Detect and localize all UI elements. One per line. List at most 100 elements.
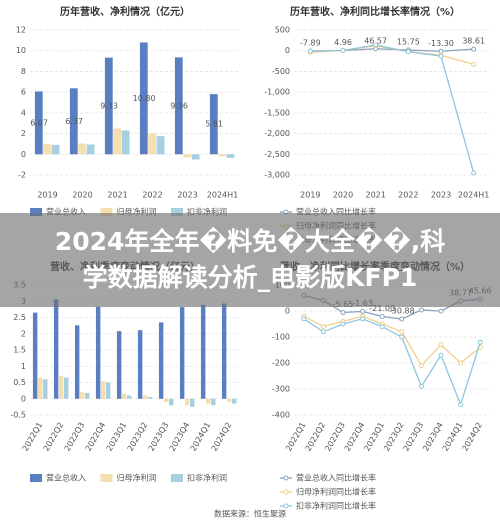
- point: [360, 308, 366, 314]
- data-label: 9.36: [170, 101, 188, 110]
- x-tick-label: 2021: [365, 191, 385, 200]
- y-tick-label: 10: [16, 46, 26, 55]
- data-label: 5.81: [205, 120, 223, 129]
- x-tick-label: 2024H1: [207, 191, 238, 200]
- bar: [218, 154, 227, 157]
- y-tick-label: 0: [21, 150, 26, 159]
- y-tick-label: -3,000: [264, 171, 290, 180]
- bar: [51, 144, 60, 155]
- y-tick-label: 1.5: [13, 346, 26, 355]
- bar: [86, 144, 95, 155]
- data-label: 6.37: [65, 117, 83, 126]
- bar: [53, 299, 59, 399]
- y-tick-label: -100: [272, 333, 290, 342]
- legend-label: 归母净利润同比增长率: [296, 487, 376, 497]
- legend-label: 营业总收入: [46, 473, 86, 483]
- bar: [232, 398, 237, 404]
- bar: [226, 398, 232, 402]
- bar: [137, 330, 143, 399]
- x-tick-label: 2019: [300, 191, 320, 200]
- banner-line: 学数据解读分析_电影版KFP1: [82, 263, 418, 292]
- data-label: -7.89: [300, 39, 321, 48]
- legend-label: 扣非净利润: [187, 473, 227, 483]
- bar: [74, 325, 80, 399]
- point: [320, 324, 326, 330]
- bar: [211, 398, 216, 406]
- legend-label: 营业总收入同比增长率: [296, 207, 376, 217]
- point: [379, 324, 385, 330]
- legend-swatch: [100, 474, 113, 482]
- bar: [191, 154, 200, 160]
- legend-swatch: [171, 474, 183, 482]
- data-label: 9.33: [100, 101, 118, 110]
- legend-swatch: [283, 489, 289, 495]
- bar: [183, 154, 192, 158]
- bar: [226, 154, 235, 158]
- bar: [142, 395, 148, 399]
- legend-swatch: [30, 208, 42, 216]
- x-tick-label: 2022: [398, 191, 418, 200]
- bar: [184, 398, 190, 406]
- bar: [43, 143, 52, 155]
- bar: [200, 304, 206, 399]
- banner-line: 2024年全年�料免�大全��,科: [54, 227, 446, 256]
- bar: [221, 303, 227, 399]
- point: [360, 316, 366, 322]
- y-tick-label: -2,500: [264, 150, 290, 159]
- point: [438, 53, 444, 59]
- point: [418, 363, 424, 369]
- point: [301, 316, 307, 322]
- data-label: -13.30: [428, 39, 454, 48]
- bar: [127, 395, 132, 399]
- point: [471, 61, 477, 67]
- point: [438, 352, 444, 358]
- bar: [121, 130, 130, 155]
- point: [418, 307, 424, 313]
- data-label: 15.75: [397, 38, 420, 47]
- bar: [34, 91, 43, 155]
- legend-label: 营业总收入同比增长率: [296, 473, 376, 483]
- bar: [121, 393, 127, 399]
- legend-swatch: [100, 208, 113, 216]
- point: [418, 383, 424, 389]
- bar: [156, 136, 165, 155]
- x-tick-label: 2019: [37, 191, 57, 200]
- bar: [95, 306, 101, 399]
- point: [373, 42, 379, 48]
- x-tick-label: 2021: [107, 191, 127, 200]
- bar: [169, 398, 174, 406]
- data-label: 10.80: [133, 94, 156, 103]
- legend-label: 扣非净利润: [187, 207, 227, 217]
- y-tick-label: -300: [272, 385, 290, 394]
- y-tick-label: -0.5: [10, 411, 26, 420]
- bar: [139, 42, 148, 155]
- point: [438, 48, 444, 54]
- bar: [116, 331, 122, 399]
- y-tick-label: 0.5: [13, 378, 26, 387]
- y-tick-label: 0: [285, 46, 290, 55]
- y-tick-label: 0: [21, 394, 26, 403]
- point: [340, 321, 346, 327]
- source-note: 数据来源：恒生聚源: [214, 509, 286, 519]
- x-tick-label: 2022: [142, 191, 162, 200]
- x-tick-label: 2024Q2: [210, 421, 234, 453]
- x-tick-label: 2024H1: [458, 191, 489, 200]
- legend-label: 归母净利润: [117, 473, 157, 483]
- line: [303, 318, 481, 407]
- data-label: 46.57: [364, 36, 387, 45]
- bar: [106, 382, 111, 399]
- y-tick-label: 2: [21, 329, 26, 338]
- y-tick-label: -1,000: [264, 88, 290, 97]
- point: [340, 48, 346, 54]
- bar: [209, 94, 218, 155]
- data-label: -30.88: [389, 307, 415, 316]
- point: [320, 329, 326, 335]
- y-tick-label: -200: [272, 359, 290, 368]
- point: [399, 316, 405, 322]
- y-tick-label: 12: [16, 26, 26, 35]
- y-tick-label: -1,500: [264, 108, 290, 117]
- y-tick-label: -2: [18, 171, 26, 180]
- x-tick-label: 2020: [72, 191, 92, 200]
- legend-swatch: [30, 474, 42, 482]
